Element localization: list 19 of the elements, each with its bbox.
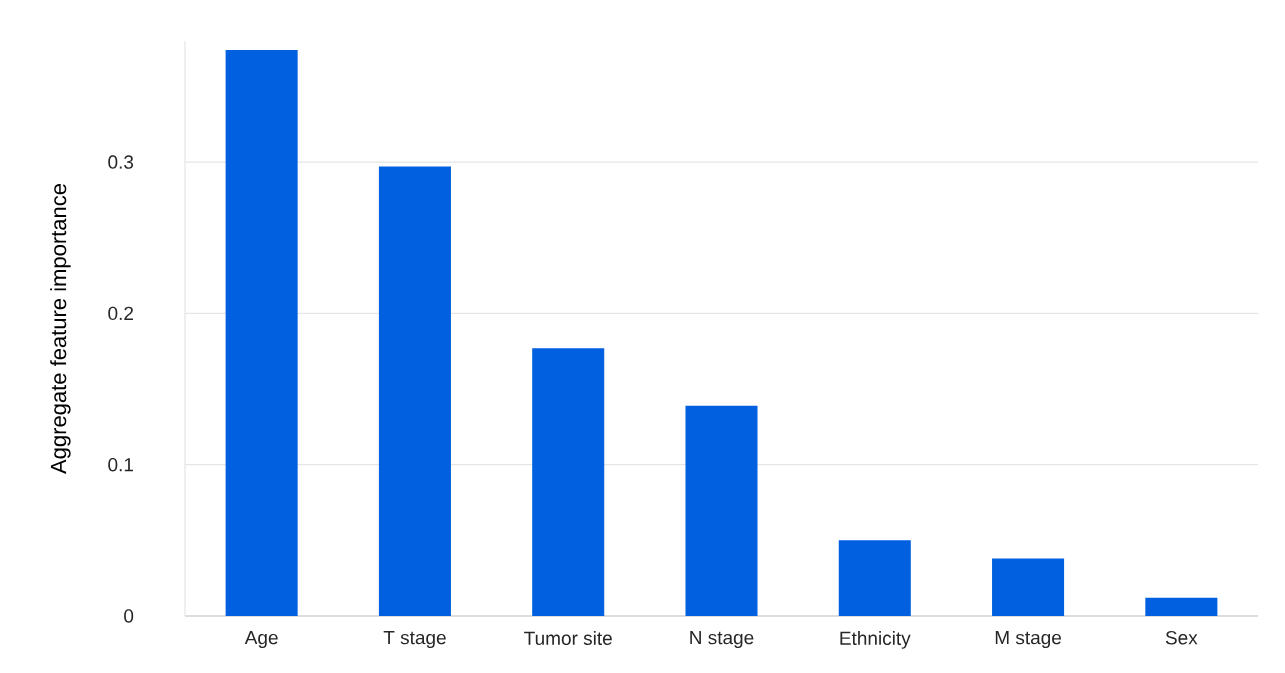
x-tick-label: Age bbox=[244, 631, 278, 649]
y-tick-label: 0.1 bbox=[108, 457, 133, 472]
bar bbox=[532, 348, 605, 616]
x-tick-label: N stage bbox=[690, 631, 754, 649]
x-tick-label: Sex bbox=[1165, 631, 1198, 645]
bar bbox=[685, 405, 758, 616]
bar bbox=[225, 50, 298, 616]
bar bbox=[838, 540, 911, 616]
bar bbox=[1145, 597, 1218, 616]
x-tick-label: Ethnicity bbox=[840, 631, 911, 649]
bar bbox=[378, 166, 451, 616]
x-tick-label: T stage bbox=[383, 631, 446, 649]
x-tick-label: Tumor site bbox=[524, 631, 612, 646]
x-tick-label: M stage bbox=[995, 631, 1061, 649]
bar bbox=[992, 558, 1065, 616]
y-tick-label: 0.3 bbox=[108, 155, 134, 169]
y-axis-title: Aggregate feature importance bbox=[50, 183, 71, 474]
y-tick-label: 0 bbox=[124, 609, 134, 623]
y-tick-label: 0.2 bbox=[108, 306, 133, 321]
